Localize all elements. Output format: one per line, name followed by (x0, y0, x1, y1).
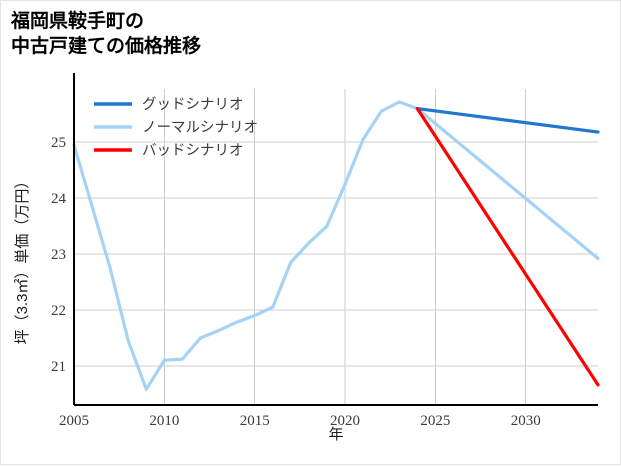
axis-spines (73, 73, 598, 406)
series-lines (72, 100, 600, 391)
page-title: 福岡県鞍手町の 中古戸建ての価格推移 (11, 11, 202, 58)
x-gridlines (73, 89, 527, 405)
x-tick-label: 2005 (59, 413, 89, 429)
legend-label: ノーマルシナリオ (142, 120, 258, 136)
series-line (415, 106, 600, 387)
x-tick-label: 2015 (240, 413, 270, 429)
series-line (72, 100, 600, 391)
y-gridlines (74, 141, 598, 367)
x-tick-labels: 2005 2010 2015 2020 2025 2030 (59, 413, 541, 429)
y-axis-label: 坪（3.3㎡）単価（万円） (14, 174, 31, 345)
y-tick-label: 22 (51, 303, 66, 319)
x-axis-label: 年 (328, 426, 343, 443)
y-tick-labels: 21 22 23 24 25 (51, 135, 67, 375)
series-line (415, 106, 600, 134)
legend-label: グッドシナリオ (142, 96, 244, 113)
x-tick-label: 2010 (149, 413, 179, 429)
x-tick-label: 2025 (420, 413, 450, 429)
x-tick-label: 2030 (511, 413, 541, 429)
x-tick-label: 2020 (330, 413, 360, 429)
y-tick-label: 25 (51, 135, 66, 151)
y-tick-label: 23 (51, 247, 66, 263)
y-tick-label: 21 (51, 359, 66, 375)
legend-label: バッドシナリオ (142, 143, 244, 159)
y-tick-label: 24 (51, 191, 67, 207)
